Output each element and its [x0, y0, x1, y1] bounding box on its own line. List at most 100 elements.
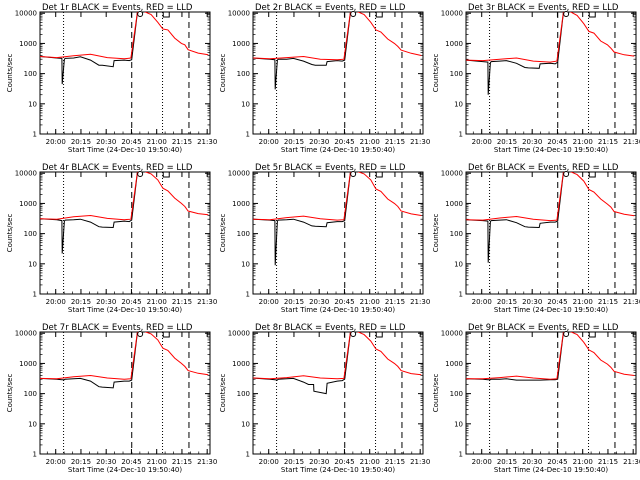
- y-tick-label: 10: [241, 260, 250, 268]
- box-marker: [375, 171, 383, 178]
- plot-frame: [39, 171, 211, 295]
- box-marker: [375, 331, 383, 338]
- x-tick-label: 21:15: [385, 298, 405, 306]
- x-tick-label: 21:30: [197, 298, 217, 306]
- x-tick-label: 20:30: [309, 458, 329, 466]
- detector-panel-8: Det 8r BLACK = Events, RED = LLD 1 10 100 10…: [219, 323, 430, 474]
- box-marker: [162, 11, 170, 18]
- peak-marker: [563, 171, 570, 177]
- series-group: [253, 332, 422, 395]
- y-tick-label: 10: [28, 100, 37, 108]
- x-tick-label: 20:45: [334, 138, 354, 146]
- y-tick-label: 10: [454, 100, 463, 108]
- series-events-line: [253, 332, 351, 395]
- x-axis-label: Start Time (24-Dec-10 19:50:40): [68, 306, 182, 314]
- series-lld-line: [466, 12, 635, 63]
- panel-title: Det 5r BLACK = Events, RED = LLD: [255, 163, 406, 173]
- y-tick-label: 100: [237, 70, 250, 78]
- x-tick-label: 20:45: [334, 458, 354, 466]
- detector-panel-9: Det 9r BLACK = Events, RED = LLD 1 10 100 10…: [432, 323, 640, 474]
- x-tick-label: 21:00: [147, 458, 167, 466]
- plot-frame: [465, 11, 637, 135]
- series-events-line: [466, 332, 564, 381]
- x-tick-label: 21:30: [623, 138, 640, 146]
- y-tick-label: 100: [24, 390, 37, 398]
- series-lld-line: [253, 332, 422, 380]
- y-tick-label: 10: [241, 420, 250, 428]
- series-lld-line: [253, 12, 422, 61]
- series-group: [40, 172, 209, 254]
- x-tick-label: 20:00: [46, 458, 66, 466]
- x-tick-label: 20:45: [547, 138, 567, 146]
- y-tick-label: 1: [33, 451, 37, 459]
- peak-marker: [137, 11, 144, 17]
- x-tick-label: 21:30: [410, 458, 430, 466]
- x-tick-label: 20:15: [284, 138, 304, 146]
- y-tick-label: 1: [459, 131, 463, 139]
- series-events-line: [466, 172, 564, 263]
- series-events-line: [40, 332, 138, 389]
- series-events-line: [40, 172, 138, 254]
- y-axis-label: Counts/sec: [6, 374, 14, 413]
- plot-frame: [39, 331, 211, 455]
- y-tick-label: 10000: [15, 170, 37, 178]
- x-axis-label: Start Time (24-Dec-10 19:50:40): [281, 466, 395, 474]
- peak-marker: [350, 11, 357, 17]
- x-axis-label: Start Time (24-Dec-10 19:50:40): [68, 146, 182, 154]
- x-tick-label: 20:30: [96, 458, 116, 466]
- x-tick-label: 20:15: [284, 298, 304, 306]
- panel-title: Det 7r BLACK = Events, RED = LLD: [42, 323, 193, 333]
- y-tick-label: 100: [24, 70, 37, 78]
- y-tick-label: 10: [241, 100, 250, 108]
- x-tick-label: 21:00: [360, 138, 380, 146]
- detector-panel-1: Det 1r BLACK = Events, RED = LLD 1 10 100 10…: [6, 3, 217, 154]
- x-tick-label: 20:45: [121, 138, 141, 146]
- y-tick-label: 1000: [19, 200, 37, 208]
- peak-marker: [350, 171, 357, 177]
- y-tick-label: 1: [246, 131, 250, 139]
- y-tick-label: 1: [246, 291, 250, 299]
- y-tick-label: 10000: [15, 330, 37, 338]
- peak-marker: [137, 171, 144, 177]
- x-tick-label: 20:15: [497, 138, 517, 146]
- y-tick-label: 10: [28, 260, 37, 268]
- y-axis-label: Counts/sec: [432, 374, 440, 413]
- series-group: [253, 172, 422, 266]
- x-tick-label: 20:30: [96, 298, 116, 306]
- x-tick-label: 20:45: [121, 458, 141, 466]
- series-group: [466, 332, 635, 381]
- series-events-line: [253, 12, 351, 90]
- y-axis-label: Counts/sec: [432, 54, 440, 93]
- x-axis-label: Start Time (24-Dec-10 19:50:40): [494, 466, 608, 474]
- x-tick-label: 21:15: [172, 298, 192, 306]
- x-tick-label: 21:00: [147, 298, 167, 306]
- panel-title: Det 6r BLACK = Events, RED = LLD: [468, 163, 619, 173]
- y-tick-label: 1: [33, 291, 37, 299]
- x-tick-label: 20:00: [472, 138, 492, 146]
- series-events-line: [466, 12, 564, 95]
- y-tick-label: 10000: [228, 330, 250, 338]
- y-tick-label: 10000: [441, 330, 463, 338]
- y-tick-label: 1000: [232, 40, 250, 48]
- x-axis-label: Start Time (24-Dec-10 19:50:40): [281, 146, 395, 154]
- x-tick-label: 20:00: [259, 458, 279, 466]
- plot-frame: [252, 11, 424, 135]
- y-tick-label: 10: [28, 420, 37, 428]
- x-tick-label: 20:15: [71, 138, 91, 146]
- y-tick-label: 1000: [445, 40, 463, 48]
- peak-marker: [137, 331, 144, 337]
- box-marker: [162, 171, 170, 178]
- x-tick-label: 20:00: [259, 138, 279, 146]
- panel-title: Det 2r BLACK = Events, RED = LLD: [255, 3, 406, 13]
- x-tick-label: 21:30: [623, 458, 640, 466]
- x-tick-label: 20:45: [121, 298, 141, 306]
- x-tick-label: 20:45: [334, 298, 354, 306]
- x-tick-label: 21:15: [172, 458, 192, 466]
- detector-panel-6: Det 6r BLACK = Events, RED = LLD 1 10 100 10…: [432, 163, 640, 314]
- x-tick-label: 21:00: [360, 298, 380, 306]
- y-tick-label: 10000: [441, 10, 463, 18]
- series-lld-line: [253, 172, 422, 221]
- series-group: [253, 12, 422, 90]
- y-tick-label: 10: [454, 420, 463, 428]
